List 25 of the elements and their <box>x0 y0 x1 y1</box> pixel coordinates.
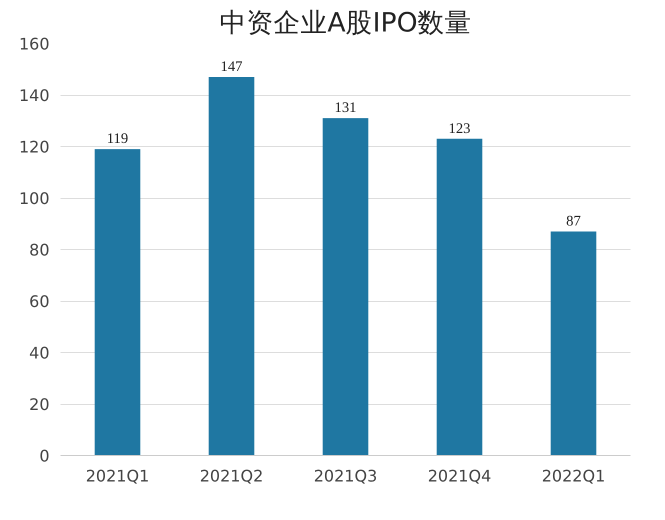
y-tick-label: 160 <box>18 34 50 54</box>
bar <box>208 76 254 456</box>
y-tick-label: 60 <box>29 292 50 311</box>
x-tick-label: 2021Q3 <box>314 466 378 486</box>
y-tick-label: 20 <box>29 395 50 414</box>
chart-title: 中资企业A股IPO数量 <box>219 8 472 38</box>
bar <box>550 231 596 456</box>
y-tick-label: 100 <box>18 189 50 208</box>
x-tick-label: 2021Q1 <box>86 466 150 486</box>
bar <box>322 118 368 456</box>
x-tick-label: 2021Q2 <box>200 466 264 486</box>
x-tick-label: 2021Q4 <box>428 466 492 486</box>
y-tick-label: 0 <box>39 446 50 466</box>
data-label: 119 <box>106 131 128 148</box>
data-label: 147 <box>220 58 242 75</box>
bar <box>436 138 482 456</box>
y-tick-label: 140 <box>18 86 50 105</box>
x-tick-label: 2022Q1 <box>542 466 606 486</box>
data-label: 123 <box>448 120 470 137</box>
data-label: 87 <box>566 213 581 230</box>
y-tick-label: 80 <box>29 240 50 260</box>
y-tick-label: 120 <box>18 138 50 156</box>
bar <box>94 149 140 456</box>
data-label: 131 <box>334 100 356 116</box>
y-tick-label: 40 <box>29 344 50 362</box>
